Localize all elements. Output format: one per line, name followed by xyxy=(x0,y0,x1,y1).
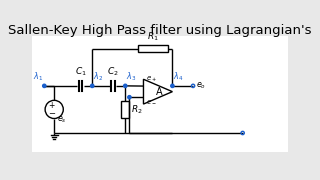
Text: $C_2$: $C_2$ xyxy=(107,66,119,78)
Text: $R_2$: $R_2$ xyxy=(131,103,143,116)
Text: A: A xyxy=(156,87,163,97)
Text: −: − xyxy=(48,109,55,118)
Text: $\lambda_3$: $\lambda_3$ xyxy=(126,70,136,83)
Text: $\lambda_4$: $\lambda_4$ xyxy=(173,70,184,83)
Bar xyxy=(32,36,288,152)
Circle shape xyxy=(43,84,46,87)
Text: Sallen-Key High Pass filter using Lagrangian's: Sallen-Key High Pass filter using Lagran… xyxy=(8,24,312,37)
Text: $e_s$: $e_s$ xyxy=(57,114,67,125)
Circle shape xyxy=(171,84,174,87)
Text: $\lambda_1$: $\lambda_1$ xyxy=(33,70,44,83)
Text: $R_1$: $R_1$ xyxy=(147,30,159,43)
Text: $C_1$: $C_1$ xyxy=(75,66,86,78)
Text: +: + xyxy=(49,101,55,110)
Circle shape xyxy=(128,96,131,99)
Circle shape xyxy=(91,84,94,87)
Circle shape xyxy=(124,84,127,87)
Text: $e_o$: $e_o$ xyxy=(196,81,206,91)
Text: $e_-$: $e_-$ xyxy=(146,98,157,105)
Text: $e_+$: $e_+$ xyxy=(146,74,157,84)
Bar xyxy=(138,45,168,52)
Text: $\lambda_2$: $\lambda_2$ xyxy=(93,70,103,83)
Bar xyxy=(121,101,129,118)
